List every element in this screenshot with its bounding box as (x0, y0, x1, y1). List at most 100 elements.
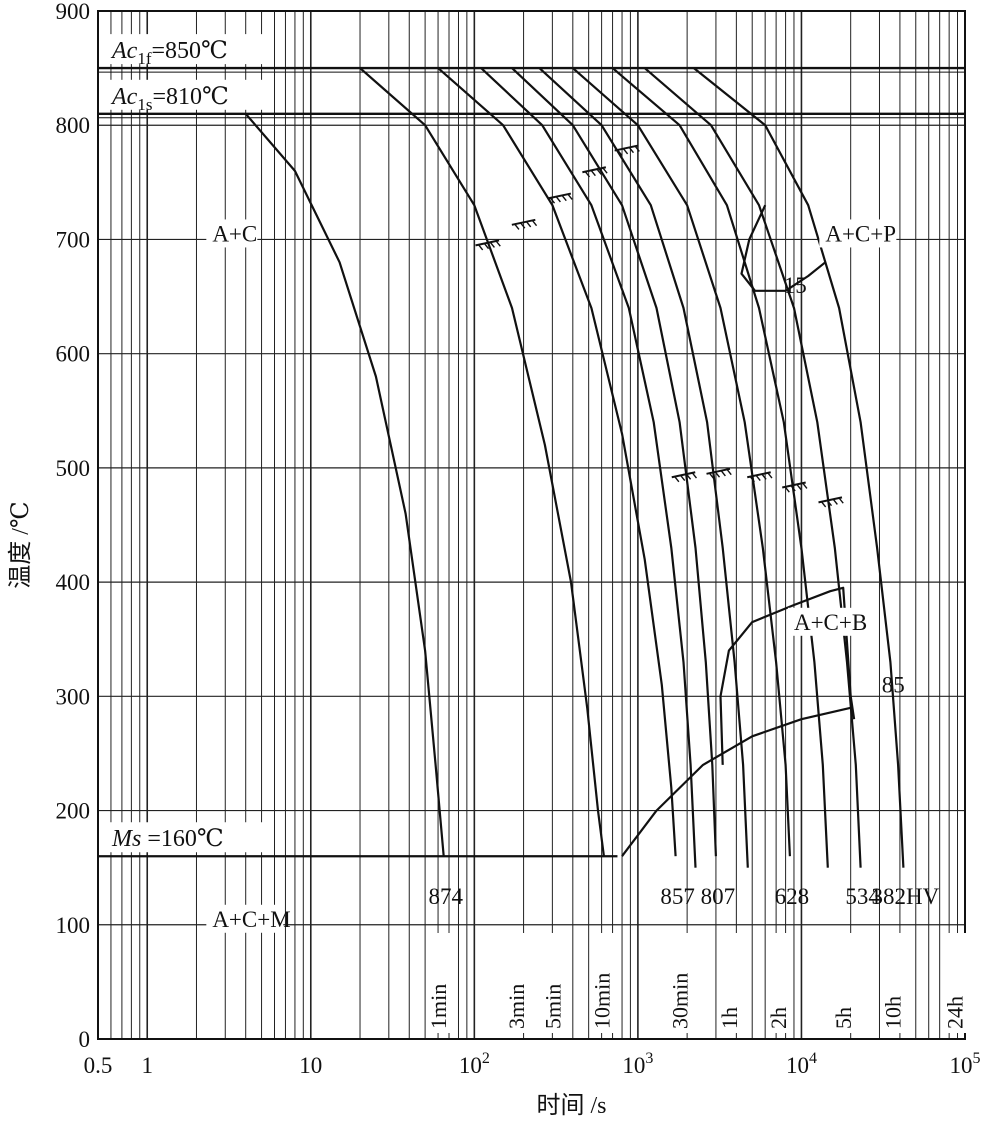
hatched-mark (818, 496, 844, 508)
time-marker-label: 2h (766, 1007, 791, 1029)
cooling-curve (359, 67, 605, 857)
hatch-tick (489, 241, 495, 248)
x-tick-base: 10 (950, 1053, 973, 1078)
hatch-tick (784, 486, 790, 493)
hatched-mark (475, 239, 501, 251)
time-marker-bg (540, 933, 565, 1033)
bainite-start-line (719, 586, 856, 765)
hatch-tick (685, 473, 692, 480)
region-label: 85 (882, 673, 905, 698)
cooling-curve (611, 67, 829, 868)
region-label-bg (819, 219, 897, 248)
hatch-base (671, 471, 696, 479)
reference-label-value: =810℃ (152, 84, 228, 110)
time-marker-bg (504, 933, 529, 1033)
y-tick-label: 900 (56, 0, 91, 24)
reference-label-sub: 1s (137, 95, 152, 114)
reference-label: Ac1s=810℃ (110, 84, 229, 114)
x-axis-label: 时间 /s (536, 1092, 606, 1119)
hatch-tick (790, 485, 796, 492)
hatch-base (614, 144, 639, 152)
hatched-marks (475, 144, 844, 508)
region-label: A+C+M (212, 907, 290, 932)
hatch-tick (495, 240, 501, 247)
hatch-tick (596, 168, 602, 175)
time-marker-label: 3min (504, 984, 529, 1029)
time-marker-bg (426, 933, 451, 1033)
y-tick-label: 100 (56, 913, 91, 938)
hatch-tick (477, 244, 484, 251)
region-label: A+C+P (825, 221, 896, 246)
reference-label-name: Ac (110, 38, 138, 64)
x-tick-labels: 0.5 1 10 102 103 104 105 (84, 1050, 981, 1078)
hardness-label: 382HV (872, 884, 940, 909)
time-marker-bg (716, 933, 741, 1033)
reference-label-name: Ms (111, 826, 141, 852)
horizontal-grid-lines (98, 10, 965, 1040)
time-marker-bg (880, 933, 905, 1033)
reference-label-sub: 1f (137, 49, 152, 68)
hatch-tick (726, 469, 732, 476)
hatch-tick (720, 470, 726, 477)
time-marker-label: 5h (831, 1007, 856, 1029)
cooling-curve (572, 67, 791, 857)
hardness-label: 628 (775, 884, 810, 909)
reference-label-name: Ac (110, 84, 138, 110)
hatch-tick (555, 196, 561, 203)
y-tick-label: 700 (56, 227, 91, 252)
reference-label-bg (102, 822, 270, 853)
hatch-tick (691, 472, 698, 479)
hatch-tick (520, 222, 526, 229)
x-tick-exponent: 2 (482, 1050, 490, 1067)
hatch-tick (714, 471, 721, 478)
cooling-curves (244, 67, 905, 868)
plot-frame (97, 10, 966, 1040)
reference-label: Ac1f=850℃ (110, 38, 228, 68)
hatched-mark (511, 218, 538, 230)
y-tick-label: 800 (56, 113, 91, 138)
hatch-base (475, 239, 500, 247)
reference-label: Ms =160℃ (111, 826, 224, 852)
cooling-curve (538, 67, 749, 868)
x-tick-label: 104 (786, 1050, 817, 1078)
region-label: 15 (784, 273, 807, 298)
time-markers: 1min 3min 5min 10min 30min 1h 2h 5h 10h 24h (426, 933, 968, 1033)
region-label: A+C+B (794, 610, 867, 635)
time-marker-label: 24h (943, 996, 968, 1029)
x-tick-exponent: 4 (809, 1050, 817, 1067)
hatch-tick (796, 483, 802, 491)
region-label-bg (206, 904, 284, 933)
hatch-tick (838, 497, 844, 504)
reference-label-value: =160℃ (141, 826, 223, 852)
hatch-tick (584, 171, 591, 178)
hatch-tick (680, 474, 686, 482)
hatch-tick (483, 243, 490, 250)
time-marker-bg (766, 933, 791, 1033)
hatch-tick (514, 223, 520, 230)
x-tick-label: 10 (299, 1053, 322, 1078)
hatch-base (547, 192, 572, 200)
hatched-mark (747, 471, 773, 483)
hatched-mark (547, 192, 573, 204)
hatch-tick (674, 476, 680, 483)
region-label-bg (787, 607, 865, 636)
hatch-base (706, 467, 731, 475)
hardness-label: 874 (428, 884, 463, 909)
y-tick-label: 0 (79, 1027, 91, 1052)
time-marker-label: 10min (590, 973, 615, 1029)
hatch-tick (628, 147, 635, 154)
hatched-mark (782, 481, 808, 493)
x-tick-label: 102 (459, 1050, 490, 1078)
hatch-tick (531, 220, 538, 227)
region-labels: A+C A+C+P A+C+B A+C+M 15 85 (206, 219, 905, 933)
reference-lines (98, 66, 965, 858)
x-tick-base: 10 (622, 1053, 645, 1078)
x-tick-label: 105 (950, 1050, 981, 1078)
hatch-tick (826, 500, 833, 507)
hardness-label: 857 (660, 884, 695, 909)
time-marker-label: 1h (717, 1007, 742, 1029)
time-marker-label: 30min (668, 973, 693, 1029)
hatch-tick (622, 148, 629, 155)
vertical-grid-lines (110, 11, 966, 1039)
